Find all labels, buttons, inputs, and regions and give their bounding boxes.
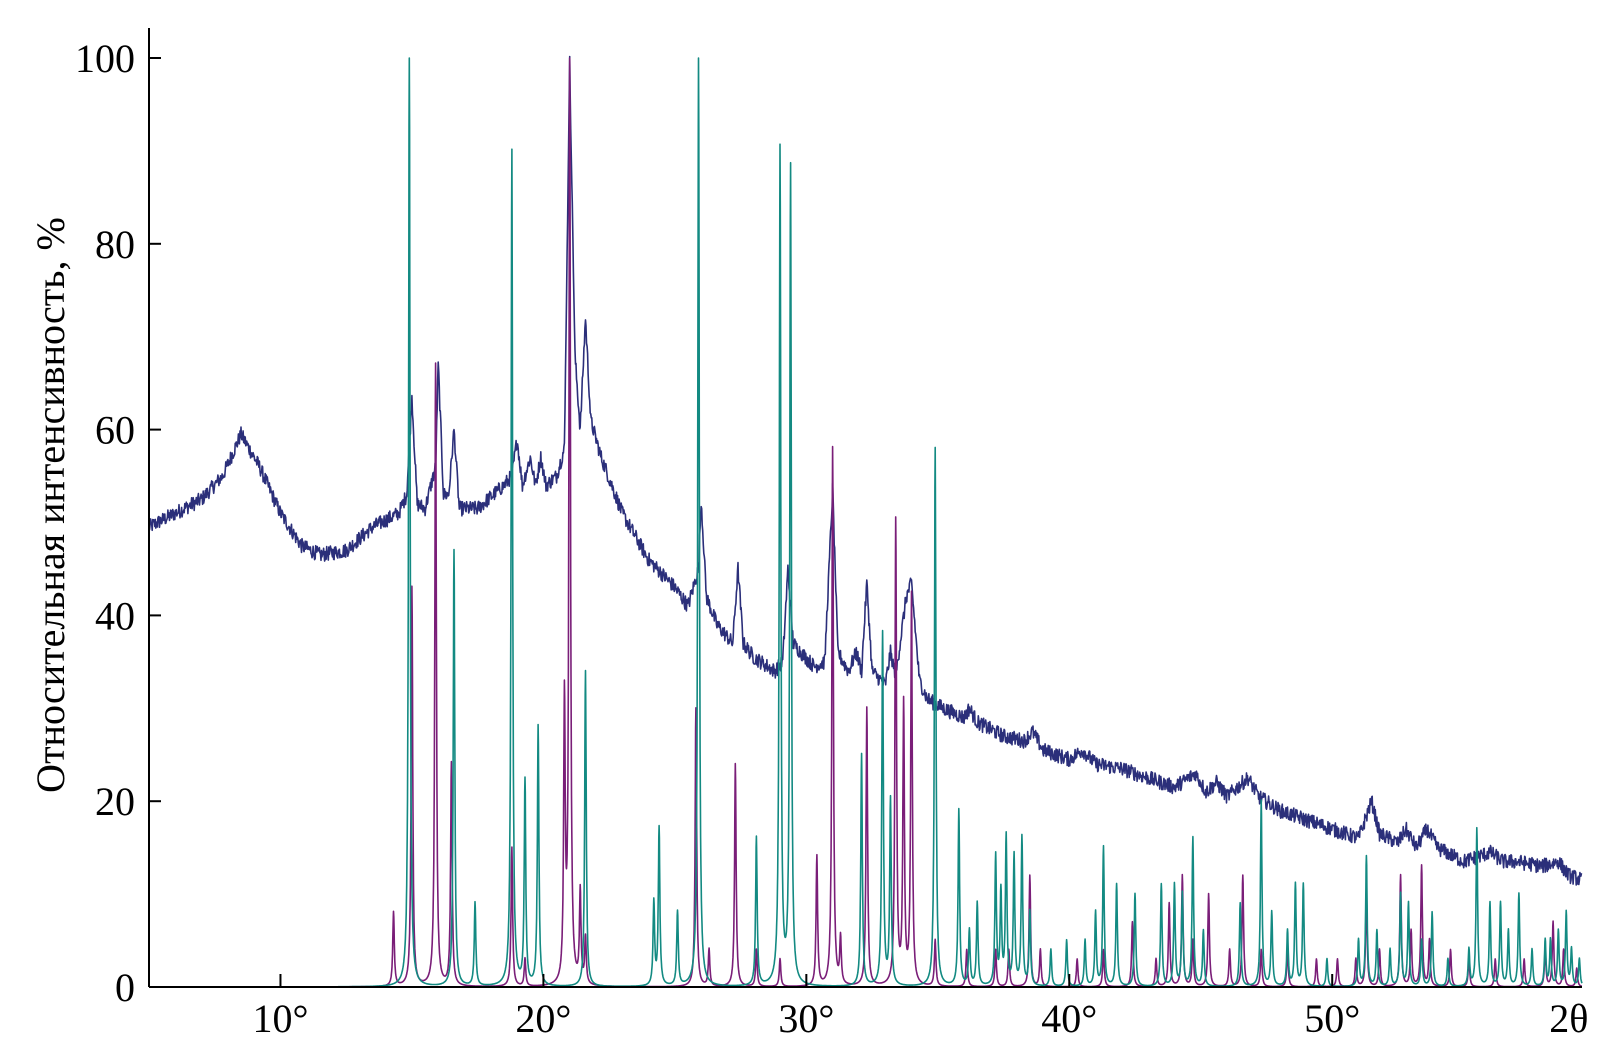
plot-series xyxy=(148,55,1583,988)
x-tick-label: 20° xyxy=(515,996,571,1041)
y-axis-ticks: 0 20 40 60 80 100 xyxy=(75,36,161,1010)
y-tick-label: 20 xyxy=(95,779,135,824)
y-tick-label: 80 xyxy=(95,222,135,267)
x-axis-ticks: 10° 20° 30° 40° 50° 2θ xyxy=(252,974,1588,1041)
x-tick-label: 30° xyxy=(778,996,834,1041)
y-axis-title: Относительная интенсивность, % xyxy=(28,217,73,793)
y-tick-label: 0 xyxy=(115,965,135,1010)
series-line-2 xyxy=(148,57,1583,988)
x-tick-label: 10° xyxy=(252,996,308,1041)
x-tick-label: 40° xyxy=(1041,996,1097,1041)
y-tick-label: 100 xyxy=(75,36,135,81)
y-tick-label: 40 xyxy=(95,593,135,638)
x-tick-label: 50° xyxy=(1304,996,1360,1041)
x-tick-label: 2θ xyxy=(1549,996,1588,1041)
series-line-1 xyxy=(148,55,1583,886)
y-tick-label: 60 xyxy=(95,408,135,453)
